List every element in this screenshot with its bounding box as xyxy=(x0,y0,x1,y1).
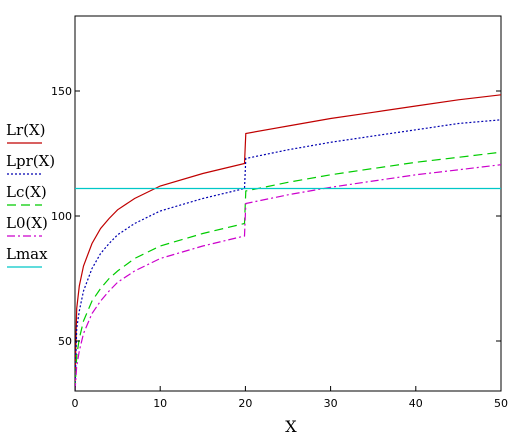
x-tick-label: 0 xyxy=(72,397,79,410)
x-tick-label: 30 xyxy=(324,397,338,410)
legend-label: Lr(X) xyxy=(6,121,46,139)
y-tick-label: 50 xyxy=(58,335,72,348)
x-axis-title: X xyxy=(285,417,297,436)
y-tick-label: 100 xyxy=(51,210,72,223)
series-layer xyxy=(75,94,501,391)
legend: Lr(X) Lpr(X) Lc(X) L0(X) Lmax xyxy=(6,121,55,268)
x-tick-label: 10 xyxy=(153,397,167,410)
plot-area-border xyxy=(74,15,502,392)
x-tick-label: 40 xyxy=(409,397,423,410)
series-line-lrx xyxy=(75,94,501,384)
legend-label: L0(X) xyxy=(6,214,48,232)
series-line-lcx xyxy=(75,151,501,391)
tick-layer: 0 10 20 30 40 50 50 100 150 xyxy=(51,85,508,410)
x-tick-label: 50 xyxy=(494,397,508,410)
legend-label: Lpr(X) xyxy=(6,152,55,170)
plot-frame xyxy=(74,15,502,392)
series-line-lprx xyxy=(75,119,501,391)
x-tick-label: 20 xyxy=(238,397,252,410)
y-tick-label: 150 xyxy=(51,85,72,98)
legend-label: Lmax xyxy=(6,245,48,263)
legend-label: Lc(X) xyxy=(6,183,47,201)
series-line-l0x xyxy=(75,164,501,391)
